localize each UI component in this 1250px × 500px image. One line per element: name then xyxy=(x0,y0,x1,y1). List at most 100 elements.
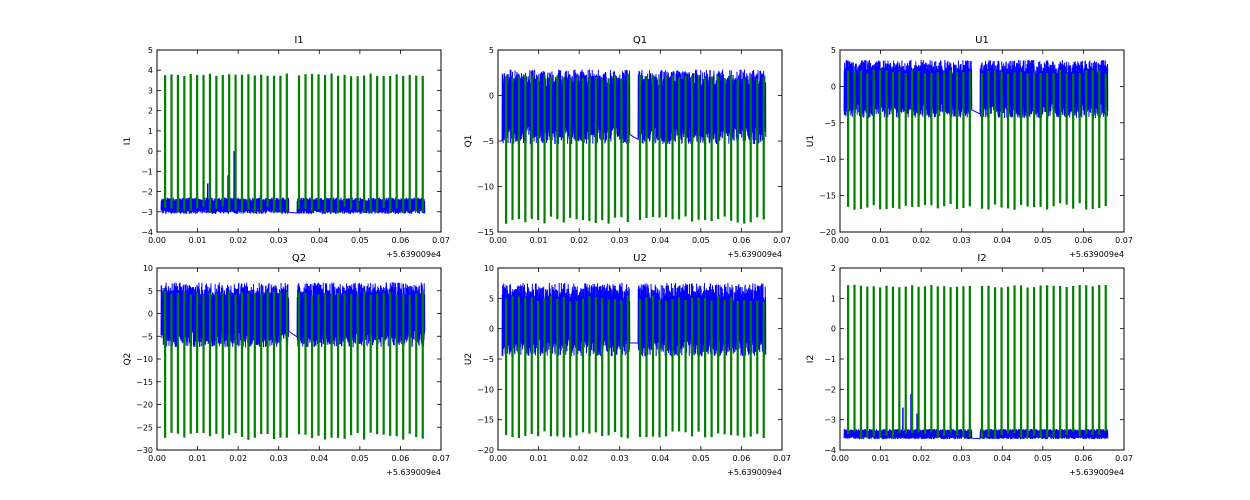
y-tick-label: 1 xyxy=(148,127,153,136)
y-tick-label: 0 xyxy=(489,325,494,334)
subplot-q1: 0.00 0.01 0.02 0.03 0.04 0.05 0.06 0.07 −15 −10 −5… xyxy=(464,35,791,259)
x-tick-label: 0.03 xyxy=(611,454,629,463)
subplot-u1: 0.00 0.01 0.02 0.03 0.04 0.05 0.06 0.07 −20 −15 −1… xyxy=(806,35,1133,259)
y-axis-label: U1 xyxy=(806,135,816,147)
y-tick-label: 4 xyxy=(148,66,153,75)
x-offset-label: +5.639009e4 xyxy=(727,250,782,259)
axes-frame xyxy=(839,49,1125,233)
y-tick-label: 5 xyxy=(831,46,836,55)
y-tick-label: −3 xyxy=(141,208,153,217)
y-tick-label: −20 xyxy=(136,401,153,410)
y-axis-label: I2 xyxy=(806,355,816,363)
x-tick-label: 0.03 xyxy=(953,454,971,463)
x-tick-label: 0.07 xyxy=(773,454,791,463)
y-tick-label: 0 xyxy=(489,92,494,101)
x-tick-label: 0.02 xyxy=(570,236,588,245)
subplot-title: I2 xyxy=(977,253,986,264)
subplot-title: U1 xyxy=(975,35,989,46)
y-tick-label: −30 xyxy=(136,446,153,455)
x-tick-label: 0.02 xyxy=(570,454,588,463)
y-tick-label: −2 xyxy=(824,385,836,394)
y-tick-label: −15 xyxy=(477,416,494,425)
subplot-u2: 0.00 0.01 0.02 0.03 0.04 0.05 0.06 0.07 −20 −15 −1… xyxy=(464,253,791,477)
x-tick-label: 0.00 xyxy=(831,454,849,463)
y-tick-label: 5 xyxy=(148,46,153,55)
x-tick-label: 0.06 xyxy=(392,454,410,463)
subplot-i1: 0.00 0.01 0.02 0.03 0.04 0.05 0.06 0.07 −4 −3 −2 −1… xyxy=(123,35,450,259)
x-tick-label: 0.06 xyxy=(1075,454,1093,463)
x-tick-label: 0.03 xyxy=(270,454,288,463)
x-tick-label: 0.00 xyxy=(489,236,507,245)
x-tick-label: 0.07 xyxy=(432,454,450,463)
x-tick-label: 0.00 xyxy=(148,236,166,245)
y-tick-label: 5 xyxy=(489,294,494,303)
y-tick-label: −10 xyxy=(819,155,836,164)
y-tick-label: 2 xyxy=(148,107,153,116)
x-offset-label: +5.639009e4 xyxy=(1069,250,1124,259)
x-tick-label: 0.05 xyxy=(1034,236,1052,245)
y-tick-label: 10 xyxy=(484,264,494,273)
x-tick-label: 0.07 xyxy=(1115,236,1133,245)
series-blue-line xyxy=(160,197,426,214)
y-tick-label: −5 xyxy=(482,137,494,146)
series-blue-line xyxy=(160,282,426,348)
y-tick-label: −15 xyxy=(477,228,494,237)
x-tick-label: 0.05 xyxy=(692,454,710,463)
data-layer xyxy=(160,282,426,440)
x-tick-label: 0.04 xyxy=(993,454,1011,463)
data-layer xyxy=(160,73,426,214)
x-tick-label: 0.04 xyxy=(651,236,669,245)
x-offset-label: +5.639009e4 xyxy=(386,250,441,259)
y-tick-label: −5 xyxy=(824,119,836,128)
x-tick-label: 0.02 xyxy=(229,454,247,463)
y-tick-label: 5 xyxy=(148,287,153,296)
x-tick-label: 0.07 xyxy=(773,236,791,245)
y-tick-label: 0 xyxy=(831,82,836,91)
subplot-i2: 0.00 0.01 0.02 0.03 0.04 0.05 0.06 0.07 −4 −3 −2 −1… xyxy=(806,253,1133,477)
y-tick-label: 1 xyxy=(831,294,836,303)
x-offset-label: +5.639009e4 xyxy=(386,468,441,477)
subplot-title: Q1 xyxy=(633,35,647,46)
y-tick-label: −1 xyxy=(824,355,836,364)
x-tick-label: 0.07 xyxy=(1115,454,1133,463)
y-tick-label: −2 xyxy=(141,188,153,197)
y-tick-label: −4 xyxy=(141,228,153,237)
y-tick-label: 0 xyxy=(148,310,153,319)
x-tick-label: 0.00 xyxy=(148,454,166,463)
y-tick-label: −20 xyxy=(819,228,836,237)
y-tick-label: −15 xyxy=(819,192,836,201)
x-tick-label: 0.03 xyxy=(270,236,288,245)
x-tick-label: 0.04 xyxy=(310,236,328,245)
x-offset-label: +5.639009e4 xyxy=(727,468,782,477)
subplot-title: Q2 xyxy=(292,253,306,264)
y-tick-label: 3 xyxy=(148,86,153,95)
x-tick-label: 0.01 xyxy=(530,236,548,245)
subplot-title: U2 xyxy=(633,253,647,264)
y-axis-label: U2 xyxy=(464,353,474,365)
x-tick-label: 0.00 xyxy=(489,454,507,463)
y-axis-label: I1 xyxy=(123,137,133,145)
x-tick-label: 0.01 xyxy=(189,236,207,245)
y-tick-label: −20 xyxy=(477,446,494,455)
x-tick-label: 0.01 xyxy=(189,454,207,463)
x-tick-label: 0.00 xyxy=(831,236,849,245)
subplot-q2: 0.00 0.01 0.02 0.03 0.04 0.05 0.06 0.07 −30 −25 −2… xyxy=(123,253,450,477)
y-axis-label: Q1 xyxy=(464,135,474,148)
series-blue-line xyxy=(843,59,1109,118)
x-tick-label: 0.03 xyxy=(611,236,629,245)
x-tick-label: 0.05 xyxy=(351,236,369,245)
y-tick-label: −5 xyxy=(482,355,494,364)
axes-frame xyxy=(156,49,442,233)
x-tick-label: 0.05 xyxy=(692,236,710,245)
data-layer xyxy=(843,284,1109,440)
x-tick-label: 0.04 xyxy=(993,236,1011,245)
y-tick-label: 5 xyxy=(489,46,494,55)
y-tick-label: −5 xyxy=(141,332,153,341)
x-tick-label: 0.06 xyxy=(733,236,751,245)
x-tick-label: 0.05 xyxy=(1034,454,1052,463)
y-tick-label: 10 xyxy=(143,264,153,273)
x-offset-label: +5.639009e4 xyxy=(1069,468,1124,477)
x-tick-label: 0.05 xyxy=(351,454,369,463)
y-tick-label: 0 xyxy=(831,325,836,334)
x-tick-label: 0.07 xyxy=(432,236,450,245)
